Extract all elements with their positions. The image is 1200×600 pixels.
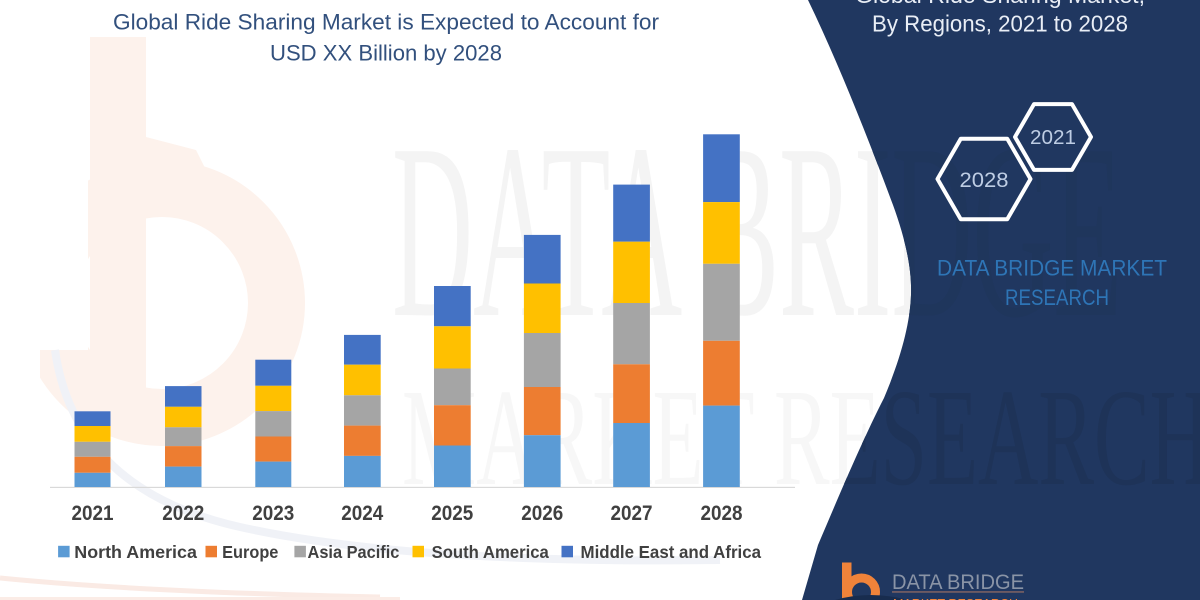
svg-text:2021: 2021 (1030, 127, 1076, 149)
svg-text:Global Ride Sharing Market,: Global Ride Sharing Market, (855, 0, 1145, 8)
svg-text:2021: 2021 (72, 501, 114, 525)
svg-text:2025: 2025 (431, 501, 473, 525)
svg-text:South America: South America (432, 542, 549, 562)
svg-text:2026: 2026 (521, 501, 563, 525)
svg-text:Middle East and Africa: Middle East and Africa (581, 542, 762, 562)
svg-text:By Regions, 2021 to 2028: By Regions, 2021 to 2028 (872, 11, 1128, 37)
svg-text:2028: 2028 (960, 169, 1009, 192)
svg-text:2024: 2024 (341, 501, 383, 525)
svg-text:2022: 2022 (162, 501, 204, 525)
svg-text:Global Ride Sharing Market is: Global Ride Sharing Market is Expected t… (113, 10, 659, 35)
svg-text:DATA BRIDGE MARKET: DATA BRIDGE MARKET (937, 256, 1167, 281)
svg-text:Europe: Europe (222, 542, 279, 562)
svg-text:2027: 2027 (611, 501, 653, 525)
svg-text:DATA BRIDGE: DATA BRIDGE (892, 571, 1024, 594)
svg-text:2028: 2028 (701, 501, 743, 525)
svg-text:MARKET RESEARCH: MARKET RESEARCH (893, 596, 1018, 600)
svg-text:2023: 2023 (252, 501, 294, 525)
svg-text:North America: North America (74, 542, 197, 562)
svg-text:Asia Pacific: Asia Pacific (308, 542, 400, 562)
svg-text:USD XX Billion by 2028: USD XX Billion by 2028 (270, 41, 502, 66)
svg-text:RESEARCH: RESEARCH (1005, 285, 1109, 310)
